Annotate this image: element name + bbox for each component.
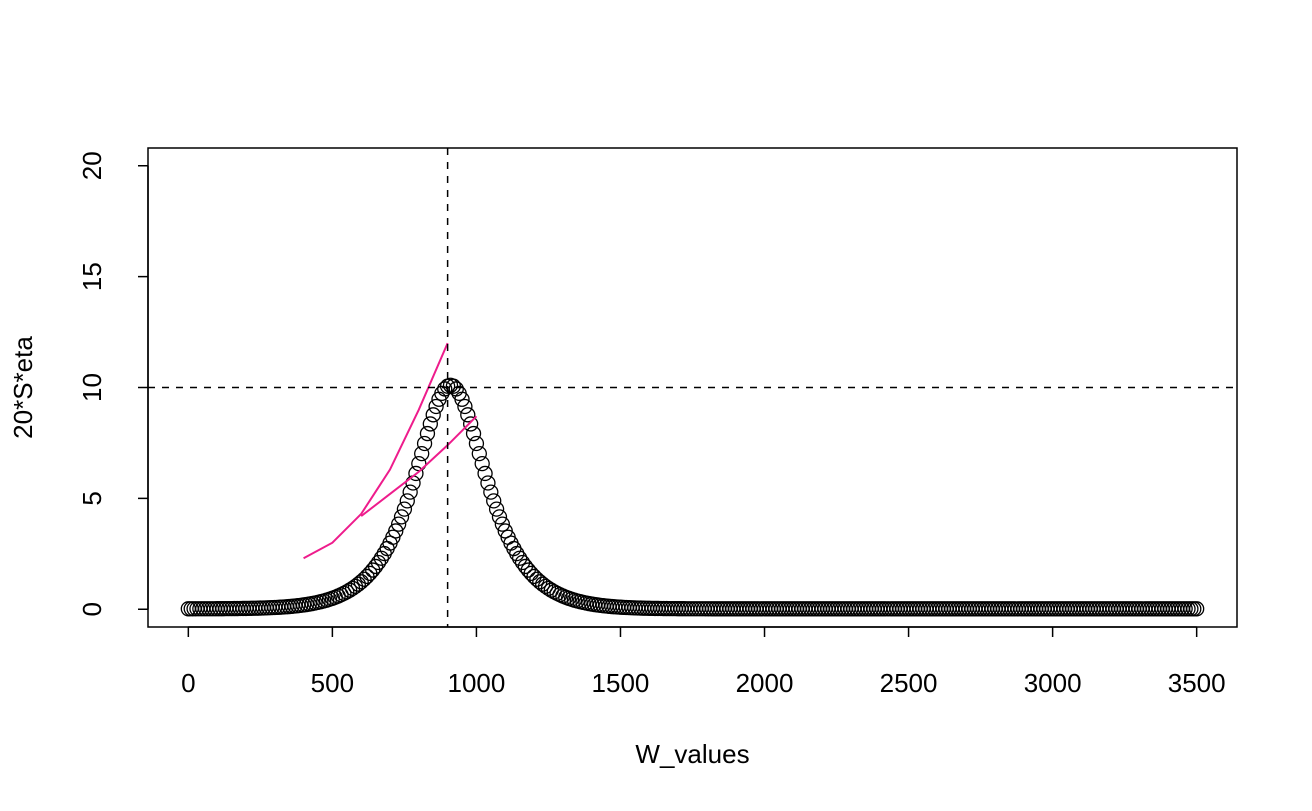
data-point [390,516,407,532]
data-point [523,565,539,582]
data-point [457,398,473,415]
x-tick-label: 1000 [448,668,506,698]
data-point [494,516,511,532]
data-point [468,435,485,452]
data-point [393,509,410,525]
data-point [408,465,424,482]
y-tick-label: 5 [77,491,107,505]
x-tick-label: 3500 [1168,668,1226,698]
data-point [1189,601,1205,617]
series-line [303,342,449,560]
data-point [402,484,418,500]
data-point [388,523,404,539]
data-point [460,407,476,423]
data-point [396,501,413,517]
data-point [416,435,433,452]
x-tick-label: 1500 [592,668,650,698]
data-point [526,568,542,585]
x-axis-title: W_values [635,739,749,769]
y-tick-label: 20 [77,151,107,180]
data-point [491,509,508,525]
data-point [488,501,505,517]
data-point [414,445,430,462]
x-tick-label: 2000 [736,668,794,698]
data-point [511,550,528,566]
data-point [367,558,384,575]
data-point [486,493,502,509]
data-point [399,493,415,509]
y-tick-label: 15 [77,262,107,291]
data-point [454,391,470,407]
data-point [477,465,493,482]
plot-frame [147,147,1238,628]
data-point [463,416,479,432]
data-marks [148,148,1237,627]
series-line [360,415,478,517]
data-point [428,398,444,415]
data-point [474,455,490,472]
data-point [353,574,369,590]
data-point [422,416,438,432]
data-point [471,445,487,462]
data-point [480,475,496,491]
data-point [365,562,381,578]
data-point [373,550,390,566]
y-axis-title: 20*S*eta [8,336,38,439]
x-tick-label: 0 [181,668,195,698]
data-point [350,576,366,592]
x-tick-label: 3000 [1024,668,1082,698]
data-point [483,484,499,500]
data-point [419,425,436,442]
data-point [425,407,441,423]
y-tick-label: 0 [77,602,107,616]
x-tick-label: 500 [311,668,354,698]
data-point [356,571,372,587]
y-tick-label: 10 [77,373,107,402]
data-point [514,554,531,571]
data-point [509,545,525,562]
data-point [465,425,482,442]
x-tick-label: 2500 [880,668,938,698]
data-point [370,554,387,571]
